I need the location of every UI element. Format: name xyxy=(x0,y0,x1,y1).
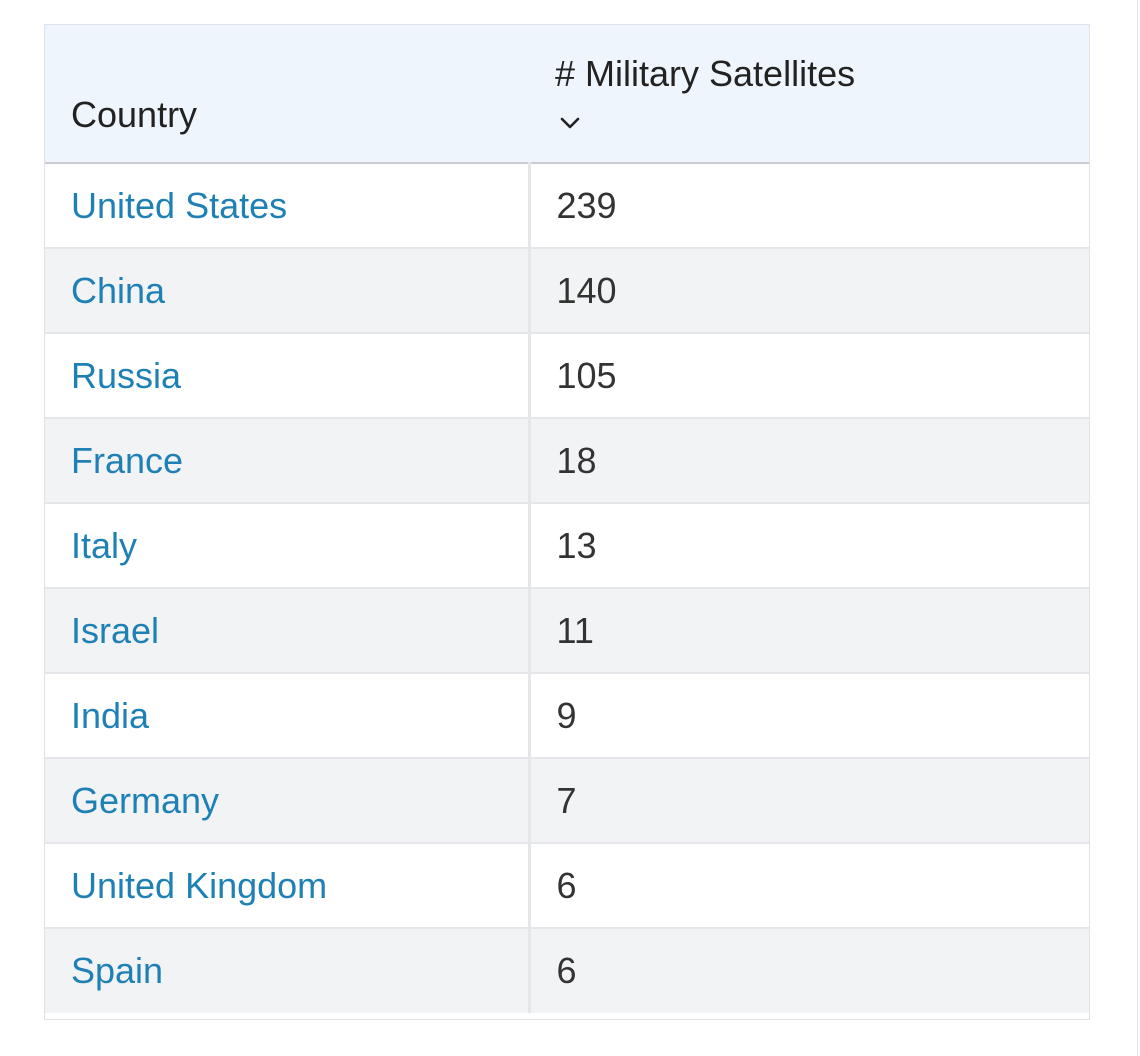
country-link[interactable]: Italy xyxy=(71,524,138,566)
column-header-country[interactable]: Country xyxy=(45,25,529,164)
country-link[interactable]: France xyxy=(71,439,184,481)
header-row: Country # Military Satellites xyxy=(45,25,1089,164)
table-row: Israel 11 xyxy=(45,588,1089,674)
table-row: Germany 7 xyxy=(45,758,1089,844)
data-table-container: Country # Military Satellites United Sta… xyxy=(44,24,1090,1020)
country-cell: India xyxy=(45,673,531,759)
country-link[interactable]: United Kingdom xyxy=(71,864,328,906)
country-link[interactable]: Russia xyxy=(71,354,182,396)
satellites-cell: 6 xyxy=(556,950,577,991)
table-row: France 18 xyxy=(45,418,1089,504)
table-row: United Kingdom 6 xyxy=(45,843,1089,929)
country-link[interactable]: India xyxy=(71,694,150,736)
table-row: Spain 6 xyxy=(45,928,1089,1013)
satellites-cell: 6 xyxy=(529,843,1089,929)
country-link[interactable]: Israel xyxy=(71,609,160,651)
military-satellites-table: Country # Military Satellites United Sta… xyxy=(45,25,1089,1013)
satellites-cell: 11 xyxy=(529,588,1089,674)
table-row: India 9 xyxy=(45,673,1089,759)
country-link[interactable]: China xyxy=(71,269,166,311)
country-cell: United Kingdom xyxy=(45,843,531,929)
column-header-satellites[interactable]: # Military Satellites xyxy=(529,25,1089,164)
country-cell: United States xyxy=(45,163,531,249)
country-link[interactable]: Germany xyxy=(71,779,220,821)
country-cell: China xyxy=(45,248,531,334)
table-body: United States 239 China 140 Russia 105 F… xyxy=(45,163,1089,1013)
country-link[interactable]: Spain xyxy=(71,950,164,991)
page-right-divider xyxy=(1137,0,1138,1056)
country-cell: Spain xyxy=(45,928,531,1013)
chevron-down-icon[interactable] xyxy=(557,113,583,133)
table-row: Italy 13 xyxy=(45,503,1089,589)
table-row: United States 239 xyxy=(45,163,1089,249)
country-cell: Russia xyxy=(45,333,531,419)
column-header-country-label: Country xyxy=(71,94,198,135)
satellites-cell: 9 xyxy=(529,673,1089,759)
country-cell: Germany xyxy=(45,758,531,844)
satellites-cell: 105 xyxy=(529,333,1089,419)
country-cell: France xyxy=(45,418,531,504)
table-row: China 140 xyxy=(45,248,1089,334)
country-link[interactable]: United States xyxy=(71,184,288,226)
satellites-cell: 18 xyxy=(529,418,1089,504)
column-header-satellites-label: # Military Satellites xyxy=(555,53,856,94)
satellites-cell: 239 xyxy=(529,163,1089,249)
table-header: Country # Military Satellites xyxy=(45,25,1089,164)
table-row: Russia 105 xyxy=(45,333,1089,419)
country-cell: Israel xyxy=(45,588,531,674)
satellites-cell: 13 xyxy=(529,503,1089,589)
satellites-cell: 140 xyxy=(529,248,1089,334)
country-cell: Italy xyxy=(45,503,531,589)
satellites-cell: 7 xyxy=(529,758,1089,844)
